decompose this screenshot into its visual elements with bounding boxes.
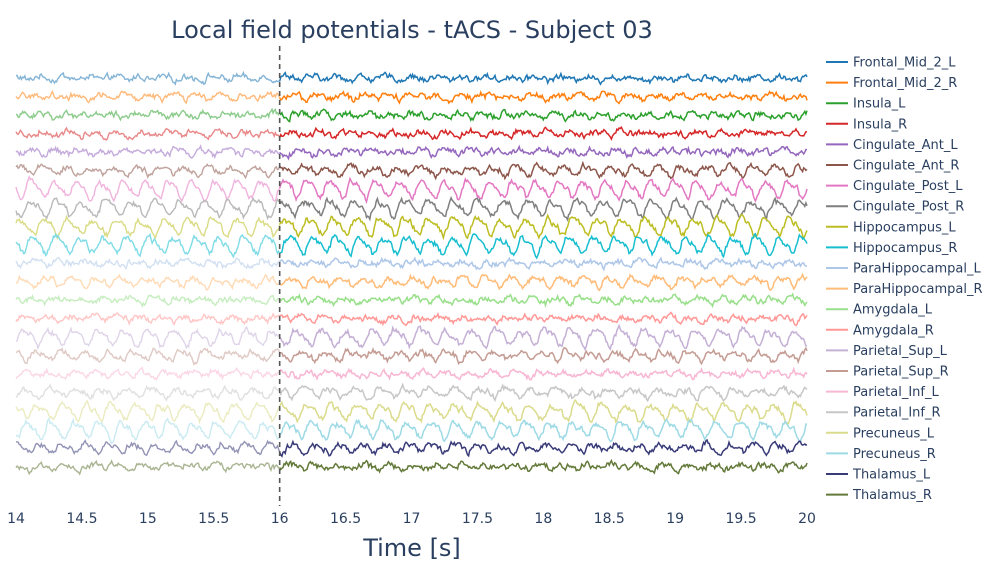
trace-prestim-Frontal_Mid_2_L [15, 70, 280, 86]
x-tick-label: 15.5 [198, 511, 229, 527]
chart-title: Local field potentials - tACS - Subject … [171, 16, 653, 44]
legend-label[interactable]: ParaHippocampal_L [853, 262, 981, 277]
legend-label[interactable]: Thalamus_R [852, 488, 932, 503]
trace-prestim-Insula_L [15, 107, 281, 122]
traces-group [15, 70, 808, 476]
trace-Parietal_Inf_R [279, 382, 808, 403]
trace-Thalamus_L [279, 438, 808, 458]
trace-prestim-Parietal_Sup_R [15, 347, 281, 366]
x-tick-label: 19.5 [725, 511, 756, 527]
x-axis-title: Time [s] [362, 534, 461, 562]
legend-label[interactable]: Insula_L [853, 97, 906, 112]
trace-prestim-ParaHippocampal_L [15, 256, 280, 271]
trace-prestim-Hippocampus_L [15, 214, 281, 241]
trace-prestim-ParaHippocampal_R [15, 273, 281, 291]
trace-Parietal_Sup_L [279, 323, 807, 352]
x-tick-label: 18.5 [594, 511, 625, 527]
trace-prestim-Amygdala_L [15, 294, 281, 308]
legend-label[interactable]: ParaHippocampal_R [853, 282, 983, 297]
legend-label[interactable]: Insula_R [853, 117, 907, 132]
x-tick-label: 15 [139, 511, 157, 527]
trace-Amygdala_L [279, 292, 808, 309]
legend-label[interactable]: Parietal_Inf_L [853, 385, 940, 400]
x-tick-label: 18 [534, 511, 552, 527]
x-tick-label: 16.5 [330, 511, 361, 527]
trace-Precuneus_R [278, 418, 808, 444]
trace-prestim-Frontal_Mid_2_R [15, 89, 281, 105]
x-tick-label: 14.5 [66, 511, 97, 527]
trace-Parietal_Sup_R [279, 346, 808, 366]
trace-prestim-Thalamus_L [15, 439, 281, 456]
x-tick-label: 19 [666, 511, 684, 527]
legend-label[interactable]: Amygdala_L [853, 303, 933, 318]
trace-Frontal_Mid_2_R [279, 90, 808, 105]
legend-label[interactable]: Cingulate_Post_L [853, 179, 963, 194]
trace-ParaHippocampal_L [279, 256, 808, 272]
legend-label[interactable]: Frontal_Mid_2_L [853, 56, 956, 71]
trace-prestim-Precuneus_L [15, 399, 281, 425]
trace-prestim-Parietal_Sup_L [15, 325, 281, 351]
trace-Precuneus_L [279, 399, 808, 425]
x-tick-label: 20 [798, 511, 816, 527]
trace-Cingulate_Post_L [278, 176, 808, 205]
x-tick-label: 16 [271, 511, 289, 527]
legend-label[interactable]: Precuneus_R [853, 447, 936, 462]
legend: Frontal_Mid_2_L Frontal_Mid_2_R Insula_L In… [826, 56, 983, 503]
trace-Frontal_Mid_2_L [278, 71, 808, 86]
legend-label[interactable]: Parietal_Inf_R [853, 406, 941, 421]
x-tick-label: 17.5 [462, 511, 493, 527]
trace-Hippocampus_R [279, 232, 808, 260]
trace-Amygdala_R [279, 311, 808, 327]
trace-Insula_R [278, 125, 808, 141]
trace-prestim-Cingulate_Post_L [15, 174, 281, 204]
trace-prestim-Cingulate_Post_R [15, 197, 281, 221]
trace-prestim-Parietal_Inf_L [15, 366, 281, 381]
trace-prestim-Cingulate_Ant_L [15, 144, 281, 160]
trace-Cingulate_Ant_R [279, 160, 808, 181]
trace-prestim-Cingulate_Ant_R [15, 163, 281, 180]
legend-label[interactable]: Cingulate_Ant_L [853, 138, 958, 153]
legend-label[interactable]: Cingulate_Post_R [853, 200, 964, 215]
trace-Parietal_Inf_L [279, 366, 808, 381]
trace-prestim-Precuneus_R [15, 417, 281, 445]
trace-prestim-Thalamus_R [15, 459, 280, 476]
legend-label[interactable]: Precuneus_L [853, 426, 935, 441]
trace-Hippocampus_L [279, 213, 808, 241]
trace-Cingulate_Ant_L [279, 144, 808, 161]
legend-label[interactable]: Hippocampus_R [853, 241, 957, 256]
trace-Cingulate_Post_R [279, 195, 808, 223]
x-tick-label: 14 [7, 511, 25, 527]
trace-prestim-Hippocampus_R [15, 232, 281, 259]
x-axis-ticks: 14 14.5 15 15.5 16 16.5 17 17.5 18 18.5 19 19.5 20 [7, 511, 816, 527]
trace-ParaHippocampal_R [279, 272, 808, 292]
trace-prestim-Parietal_Inf_R [15, 383, 281, 402]
legend-label[interactable]: Parietal_Sup_R [853, 365, 949, 380]
legend-label[interactable]: Hippocampus_L [853, 220, 956, 235]
legend-label[interactable]: Cingulate_Ant_R [853, 159, 959, 174]
trace-Insula_L [279, 108, 808, 123]
trace-prestim-Insula_R [15, 126, 281, 141]
trace-Thalamus_R [279, 458, 808, 475]
legend-label[interactable]: Parietal_Sup_L [853, 344, 948, 359]
x-tick-label: 17 [403, 511, 421, 527]
legend-label[interactable]: Amygdala_R [853, 323, 934, 338]
legend-label[interactable]: Thalamus_L [852, 468, 931, 483]
trace-prestim-Amygdala_R [15, 312, 280, 326]
legend-label[interactable]: Frontal_Mid_2_R [853, 76, 957, 91]
